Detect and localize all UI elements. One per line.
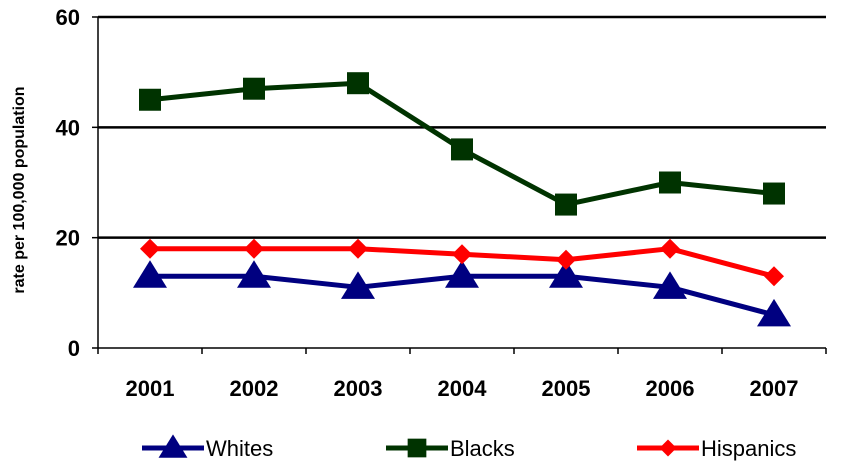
legend-marker-whites	[158, 434, 188, 458]
legend-label-whites: Whites	[206, 436, 273, 461]
data-point-blacks	[347, 72, 369, 95]
data-point-blacks	[555, 193, 577, 216]
data-point-hispanics	[764, 266, 784, 287]
data-point-blacks	[243, 77, 265, 100]
x-tick-label: 2007	[750, 376, 799, 401]
data-point-hispanics	[244, 238, 264, 259]
x-tick-label: 2003	[334, 376, 383, 401]
y-tick-label: 0	[68, 336, 80, 361]
axis-layer: 0 20 40 60 2001 2002 2003 2004 2005 2006 2007	[56, 5, 827, 401]
data-point-blacks	[659, 171, 681, 194]
data-point-whites	[237, 260, 271, 288]
data-point-whites	[757, 298, 791, 327]
legend-item-blacks: Blacks	[386, 436, 515, 461]
data-point-hispanics	[660, 238, 680, 259]
series-layer	[133, 72, 791, 327]
data-point-whites	[549, 260, 583, 288]
x-tick-label: 2005	[542, 376, 591, 401]
legend-label-hispanics: Hispanics	[701, 436, 796, 461]
data-point-whites	[653, 271, 687, 299]
data-point-hispanics	[348, 238, 368, 259]
data-point-hispanics	[556, 249, 576, 270]
data-point-blacks	[763, 182, 785, 205]
legend-label-blacks: Blacks	[450, 436, 515, 461]
data-point-whites	[445, 260, 479, 288]
data-point-blacks	[139, 88, 161, 111]
y-tick-label: 40	[56, 115, 80, 140]
x-tick-label: 2006	[646, 376, 695, 401]
legend-item-hispanics: Hispanics	[637, 436, 796, 461]
grid-layer	[98, 15, 826, 239]
data-point-whites	[133, 260, 167, 288]
y-tick-label: 60	[56, 5, 80, 30]
x-tick-label: 2001	[126, 376, 175, 401]
data-point-hispanics	[452, 244, 472, 265]
x-tick-label: 2004	[438, 376, 488, 401]
legend-marker-blacks	[407, 438, 427, 458]
legend-item-whites: Whites	[142, 434, 273, 461]
data-point-hispanics	[140, 238, 160, 259]
legend: Whites Blacks Hispanics	[142, 434, 796, 461]
y-tick-label: 20	[56, 226, 80, 251]
data-point-whites	[341, 271, 375, 299]
y-axis-title: rate per 100,000 population	[11, 86, 28, 293]
data-point-blacks	[451, 138, 473, 161]
legend-marker-hispanics	[659, 439, 677, 457]
x-tick-label: 2002	[230, 376, 279, 401]
